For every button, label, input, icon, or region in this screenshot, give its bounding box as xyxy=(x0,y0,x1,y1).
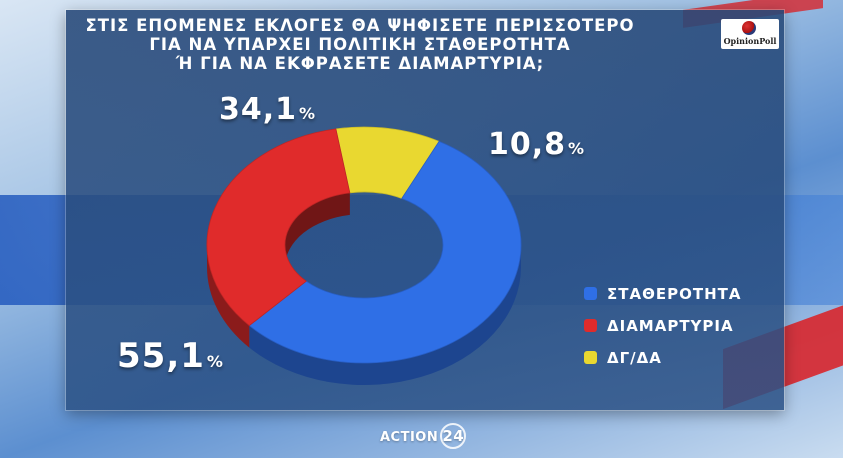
donut-slice-side xyxy=(207,245,250,348)
data-label-dgda: 10,8% xyxy=(488,127,584,162)
legend-swatch xyxy=(584,319,597,332)
channel-brand: ACTION xyxy=(380,430,439,445)
channel-number: 24 xyxy=(440,423,467,449)
logo-mark-icon xyxy=(742,21,756,35)
title-line: Ή ΓΙΑ ΝΑ ΕΚΦΡΑΣΕΤΕ ΔΙΑΜΑΡΤΥΡΙΑ; xyxy=(175,54,545,73)
legend-item-statherotita: ΣΤΑΘΕΡΟΤΗΤΑ xyxy=(584,284,741,303)
data-label-value: 34,1 xyxy=(219,92,298,127)
legend-label: ΣΤΑΘΕΡΟΤΗΤΑ xyxy=(607,284,742,303)
donut-slice-side xyxy=(249,245,521,386)
percent-sign: % xyxy=(568,139,585,158)
opinionpoll-logo: OpinionPoll xyxy=(721,19,779,49)
legend-item-dgda: ΔΓ/ΔΑ xyxy=(584,348,741,367)
title-line: ΓΙΑ ΝΑ ΥΠΑΡΧΕΙ ΠΟΛΙΤΙΚΗ ΣΤΑΘΕΡΟΤΗΤΑ xyxy=(149,35,571,54)
donut-slice-diamartyria xyxy=(206,128,351,327)
percent-sign: % xyxy=(206,352,223,371)
data-label-value: 55,1 xyxy=(117,336,205,376)
legend-label: ΔΙΑΜΑΡΤΥΡΙΑ xyxy=(607,316,734,335)
donut-slice-statherotita xyxy=(248,140,522,364)
chart-legend: ΣΤΑΘΕΡΟΤΗΤΑ ΔΙΑΜΑΡΤΥΡΙΑ ΔΓ/ΔΑ xyxy=(584,284,741,380)
legend-label: ΔΓ/ΔΑ xyxy=(607,348,662,367)
poll-question-title: ΣΤΙΣ ΕΠΟΜΕΝΕΣ ΕΚΛΟΓΕΣ ΘΑ ΨΗΦΙΣΕΤΕ ΠΕΡΙΣΣ… xyxy=(80,16,640,73)
legend-item-diamartyria: ΔΙΑΜΑΡΤΥΡΙΑ xyxy=(584,316,741,335)
legend-swatch xyxy=(584,287,597,300)
data-label-statherotita: 55,1% xyxy=(117,336,223,376)
donut-slice-inner-wall xyxy=(285,192,350,267)
data-label-diamartyria: 34,1% xyxy=(219,92,315,127)
legend-swatch xyxy=(584,351,597,364)
title-line: ΣΤΙΣ ΕΠΟΜΕΝΕΣ ΕΚΛΟΓΕΣ ΘΑ ΨΗΦΙΣΕΤΕ ΠΕΡΙΣΣ… xyxy=(85,16,635,35)
percent-sign: % xyxy=(299,104,316,123)
channel-logo: ACTION 24 xyxy=(380,423,467,449)
logo-text: OpinionPoll xyxy=(723,36,777,46)
data-label-value: 10,8 xyxy=(488,127,567,162)
